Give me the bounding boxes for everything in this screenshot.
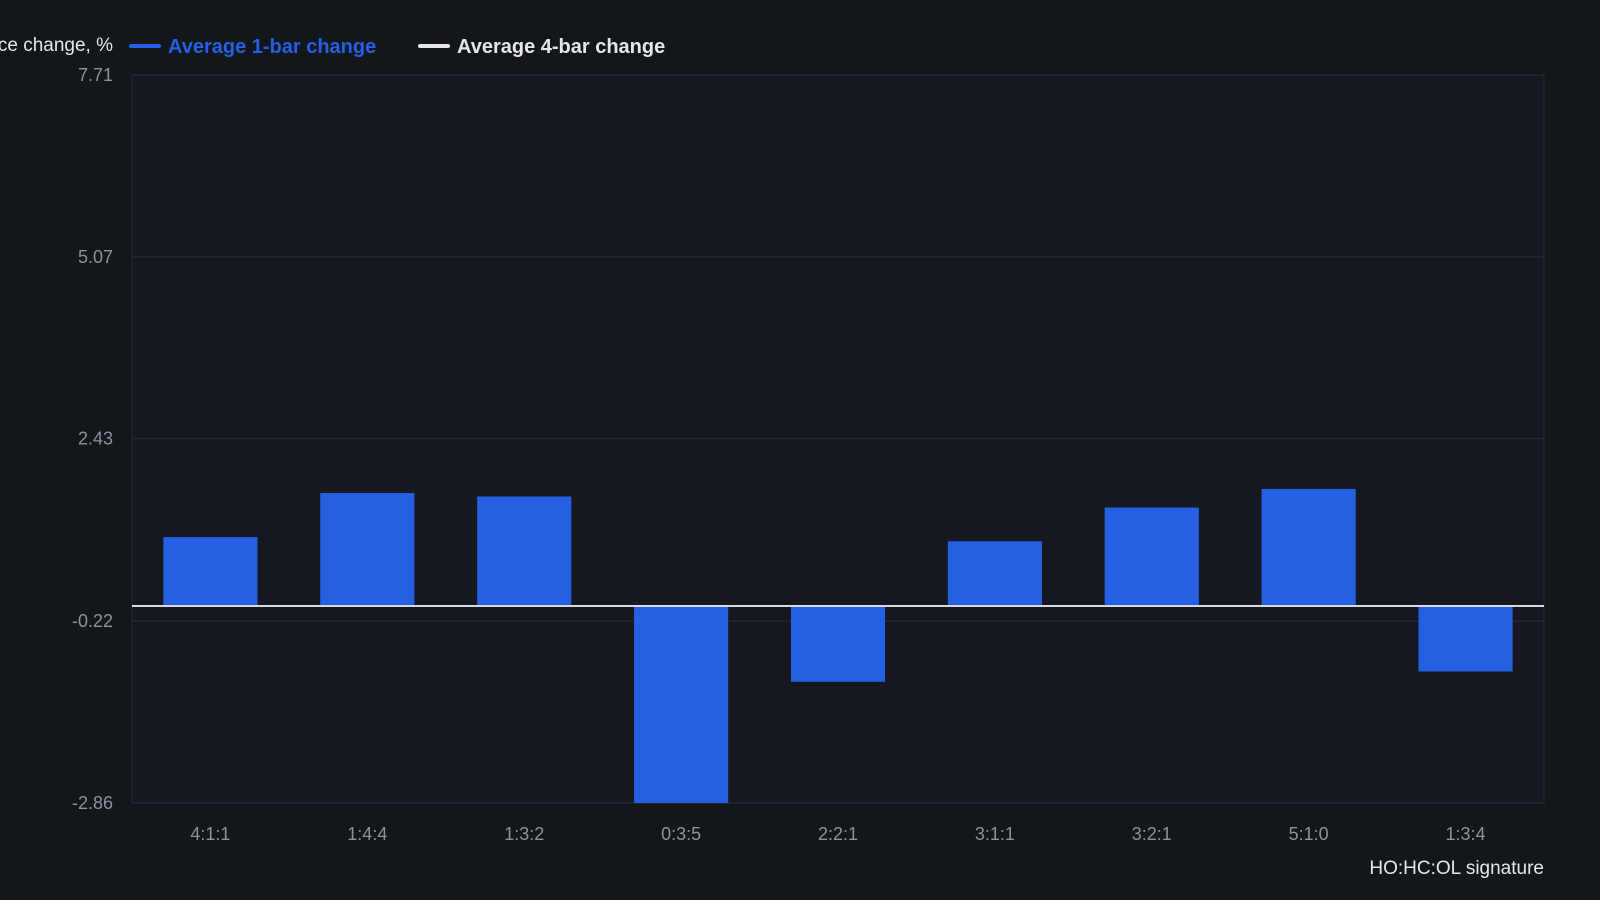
bar xyxy=(477,496,572,607)
x-axis-label: HO:HC:OL signature xyxy=(1369,858,1544,879)
bar xyxy=(790,606,886,682)
legend: Average 1-bar change Average 4-bar change xyxy=(129,36,665,58)
bar xyxy=(320,493,415,607)
x-tick-label: 1:4:4 xyxy=(347,824,387,844)
y-tick-label: 2.43 xyxy=(78,429,113,449)
y-tick-labels: 7.71 5.07 2.43 -0.22 -2.86 xyxy=(72,65,113,813)
x-tick-label: 4:1:1 xyxy=(190,824,230,844)
x-tick-label: 2:2:1 xyxy=(818,824,858,844)
x-tick-label: 5:1:0 xyxy=(1289,824,1329,844)
gridlines xyxy=(132,74,1544,804)
y-tick-label: 5.07 xyxy=(78,247,113,267)
legend-label: Average 1-bar change xyxy=(168,36,376,58)
bar xyxy=(947,541,1042,607)
x-tick-labels: 4:1:1 1:4:4 1:3:2 0:3:5 2:2:1 3:1:1 3:2:1 5:1:0… xyxy=(190,824,1485,844)
bar xyxy=(1418,606,1513,672)
x-tick-label: 1:3:2 xyxy=(504,824,544,844)
bars xyxy=(163,488,1513,803)
x-tick-label: 3:1:1 xyxy=(975,824,1015,844)
bar xyxy=(1104,507,1199,607)
y-tick-label: 7.71 xyxy=(78,65,113,85)
bar xyxy=(634,606,729,803)
x-tick-label: 3:2:1 xyxy=(1132,824,1172,844)
bar xyxy=(163,537,258,607)
y-tick-label: -0.22 xyxy=(72,611,113,631)
x-tick-label: 0:3:5 xyxy=(661,824,701,844)
bar xyxy=(1261,488,1356,607)
x-tick-label: 1:3:4 xyxy=(1446,824,1486,844)
y-axis-label: ce change, % xyxy=(0,35,113,56)
y-tick-label: -2.86 xyxy=(72,793,113,813)
legend-label: Average 4-bar change xyxy=(457,36,665,58)
